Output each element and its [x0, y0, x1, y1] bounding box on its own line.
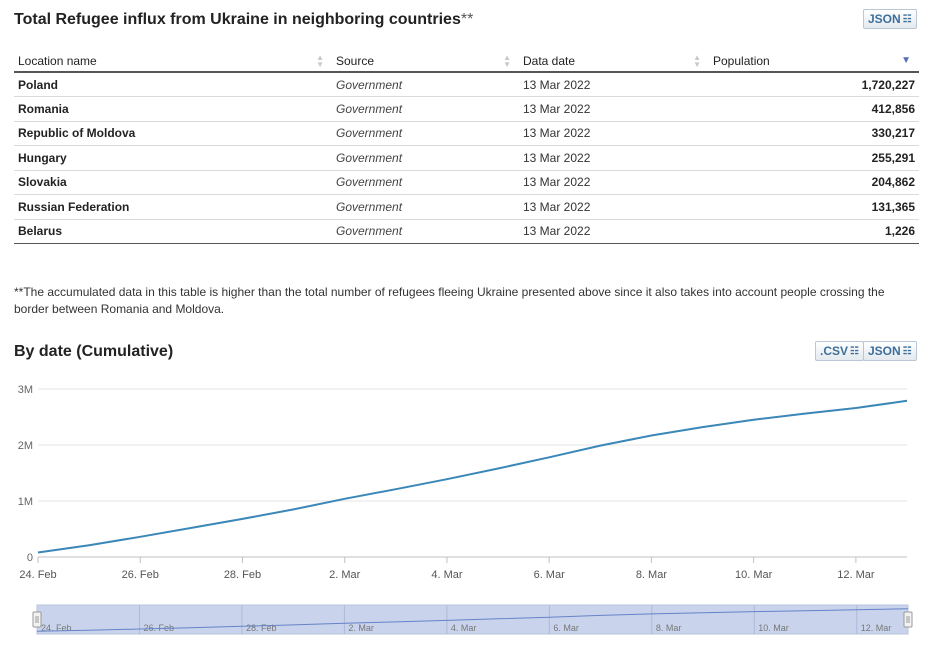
cell-location: Poland — [14, 72, 332, 97]
navigator-tick-label: 24. Feb — [41, 623, 72, 633]
chart-csv-button[interactable]: .CSV ☷ — [815, 341, 864, 361]
x-tick-label: 2. Mar — [329, 569, 361, 581]
rss-icon: ☷ — [902, 13, 912, 25]
navigator-tick-label: 28. Feb — [246, 623, 277, 633]
cell-date: 13 Mar 2022 — [519, 121, 709, 146]
table-footnote: **The accumulated data in this table is … — [14, 285, 885, 316]
cell-location: Russian Federation — [14, 194, 332, 220]
series-line — [37, 399, 908, 554]
table-row: Republic of Moldova Government 13 Mar 2022… — [14, 121, 919, 146]
x-tick-label: 10. Mar — [735, 569, 773, 581]
column-header-label: Data date — [523, 53, 576, 68]
cell-population: 330,217 — [709, 121, 919, 146]
table-row: Belarus Government 13 Mar 2022 1,226 — [14, 219, 919, 244]
y-tick-label: 1M — [18, 496, 33, 508]
table-header-row: Location name ▲ ▼ Source ▲ ▼ Data date ▲ ▼ Pop… — [14, 50, 919, 73]
cell-location: Slovakia — [14, 170, 332, 195]
chart-section-title: By date (Cumulative) — [14, 343, 174, 360]
sort-icon: ▲ ▼ — [503, 53, 511, 69]
cell-population: 131,365 — [709, 194, 919, 220]
x-tick-label: 12. Mar — [837, 569, 875, 581]
refugee-table: Location name ▲ ▼ Source ▲ ▼ Data date ▲ ▼ Pop… — [14, 50, 919, 244]
navigator-tick-label: 26. Feb — [143, 623, 174, 633]
sort-icon: ▲ ▼ — [693, 53, 701, 69]
cell-population: 412,856 — [709, 96, 919, 122]
column-header-date[interactable]: Data date ▲ ▼ — [519, 50, 709, 73]
rss-icon: ☷ — [902, 345, 912, 357]
cell-location: Belarus — [14, 219, 332, 244]
cell-location: Romania — [14, 96, 332, 122]
navigator-range — [36, 604, 909, 635]
navigator-tick-label: 6. Mar — [553, 623, 579, 633]
table-row: Romania Government 13 Mar 2022 412,856 — [14, 96, 919, 122]
navigator-series-line — [36, 608, 909, 632]
column-header-label: Source — [336, 53, 375, 68]
y-tick-label: 2M — [18, 440, 33, 452]
cell-date: 13 Mar 2022 — [519, 194, 709, 220]
cell-date: 13 Mar 2022 — [519, 145, 709, 171]
navigator-handle-left[interactable] — [32, 611, 42, 628]
y-tick-label: 3M — [18, 384, 33, 396]
cell-population: 1,226 — [709, 219, 919, 244]
x-tick-label: 6. Mar — [534, 569, 566, 581]
table-row: Russian Federation Government 13 Mar 2022 1… — [14, 194, 919, 220]
x-tick-label: 8. Mar — [636, 569, 668, 581]
column-header-label: Population — [713, 53, 770, 68]
cell-source: Government — [332, 96, 519, 122]
cell-source: Government — [332, 194, 519, 220]
x-tick-label: 4. Mar — [431, 569, 463, 581]
sort-desc-icon: ▼ — [901, 55, 911, 66]
column-header-label: Location name — [18, 53, 97, 68]
table-title-text: Total Refugee influx from Ukraine in nei… — [14, 11, 461, 28]
navigator-tick-label: 8. Mar — [656, 623, 682, 633]
cell-location: Republic of Moldova — [14, 121, 332, 146]
table-row: Slovakia Government 13 Mar 2022 204,862 — [14, 170, 919, 195]
cell-source: Government — [332, 145, 519, 171]
navigator-tick-label: 4. Mar — [451, 623, 477, 633]
table-json-label: JSON — [868, 12, 901, 26]
cell-source: Government — [332, 72, 519, 97]
column-header-population[interactable]: Population ▼ — [709, 50, 919, 73]
x-tick-label: 26. Feb — [122, 569, 159, 581]
navigator-tick-label: 2. Mar — [348, 623, 374, 633]
navigator-handle-right[interactable] — [903, 611, 913, 628]
chart-json-label: JSON — [868, 344, 901, 358]
x-tick-label: 28. Feb — [224, 569, 261, 581]
table-row: Hungary Government 13 Mar 2022 255,291 — [14, 145, 919, 171]
cell-source: Government — [332, 121, 519, 146]
x-tick-label: 24. Feb — [19, 569, 56, 581]
y-tick-label: 0 — [27, 552, 33, 564]
column-header-source[interactable]: Source ▲ ▼ — [332, 50, 519, 73]
column-header-location[interactable]: Location name ▲ ▼ — [14, 50, 332, 73]
table-row: Poland Government 13 Mar 2022 1,720,227 — [14, 72, 919, 97]
chart-csv-label: .CSV — [820, 344, 849, 358]
cell-population: 255,291 — [709, 145, 919, 171]
cell-date: 13 Mar 2022 — [519, 72, 709, 97]
rss-icon: ☷ — [850, 345, 859, 357]
cell-date: 13 Mar 2022 — [519, 96, 709, 122]
cell-date: 13 Mar 2022 — [519, 170, 709, 195]
table-json-button[interactable]: JSON ☷ — [863, 9, 917, 29]
cell-date: 13 Mar 2022 — [519, 219, 709, 244]
cell-location: Hungary — [14, 145, 332, 171]
sort-icon: ▲ ▼ — [316, 53, 324, 69]
navigator-tick-label: 12. Mar — [861, 623, 892, 633]
cell-source: Government — [332, 219, 519, 244]
chart-json-button[interactable]: JSON ☷ — [863, 341, 917, 361]
table-title-asterisks: ** — [460, 11, 474, 28]
cell-population: 1,720,227 — [709, 72, 919, 97]
cell-population: 204,862 — [709, 170, 919, 195]
table-section-title: Total Refugee influx from Ukraine in nei… — [14, 11, 473, 29]
navigator-tick-label: 10. Mar — [758, 623, 789, 633]
cell-source: Government — [332, 170, 519, 195]
